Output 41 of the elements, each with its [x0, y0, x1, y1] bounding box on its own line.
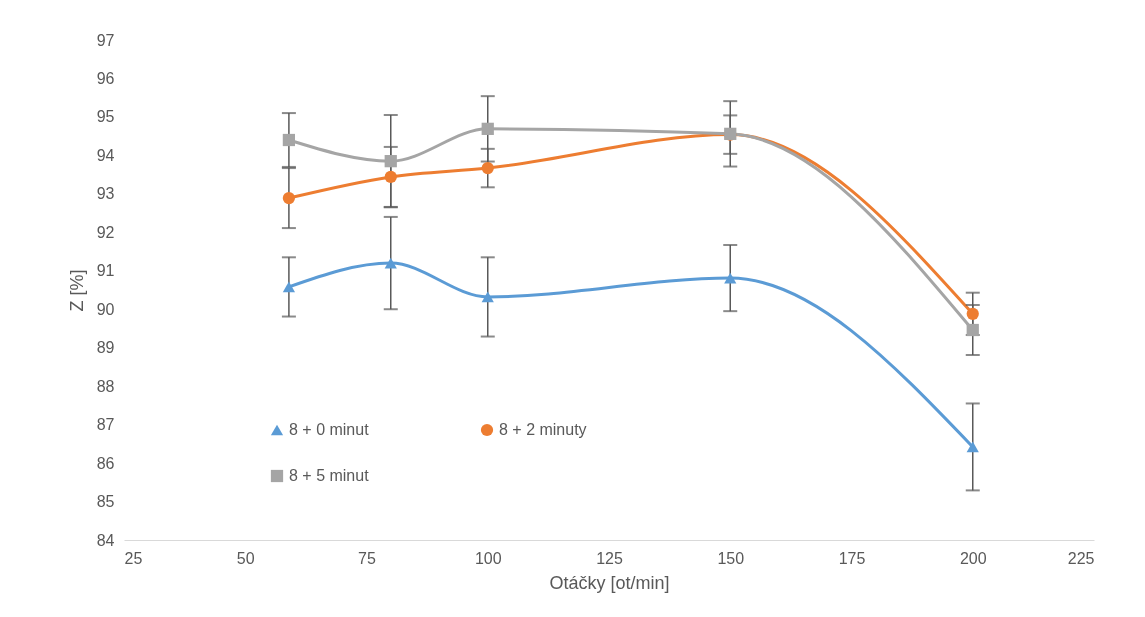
- x-tick-label: 150: [717, 549, 745, 567]
- y-tick-label: 92: [96, 223, 115, 241]
- point: [384, 170, 397, 184]
- x-tick-label: 75: [358, 549, 376, 567]
- y-tick-label: 93: [96, 185, 115, 203]
- x-axis-title: Otáčky [ot/min]: [549, 572, 670, 593]
- point: [481, 122, 494, 135]
- x-tick-label: 50: [236, 549, 255, 567]
- point: [282, 281, 296, 293]
- point: [282, 133, 296, 147]
- y-tick-label: 97: [96, 31, 115, 49]
- x-tick-label: 25: [124, 549, 143, 567]
- y-tick-label: 87: [96, 416, 115, 434]
- legend-label: 8 + 5 minut: [289, 467, 370, 484]
- y-tick-label: 95: [96, 108, 115, 126]
- x-tick-label: 125: [596, 549, 623, 567]
- point: [384, 257, 397, 269]
- y-axis-title: Z [%]: [66, 269, 87, 312]
- legend-label: 8 + 2 minuty: [499, 421, 587, 438]
- y-tick-label: 88: [96, 377, 115, 395]
- x-tick-label: 100: [474, 549, 502, 567]
- y-tick-label: 96: [96, 69, 115, 87]
- point: [481, 291, 494, 303]
- x-tick-label: 175: [838, 549, 866, 567]
- point: [724, 272, 737, 284]
- y-tick-label: 86: [96, 454, 115, 472]
- y-tick-label: 91: [96, 262, 115, 280]
- point: [282, 191, 296, 205]
- y-tick-label: 90: [96, 300, 115, 318]
- y-tick-label: 89: [96, 339, 115, 357]
- y-tick-label: 84: [96, 531, 115, 549]
- y-tick-label: 94: [96, 146, 115, 164]
- point: [966, 307, 979, 320]
- point: [481, 161, 494, 175]
- point: [966, 323, 979, 337]
- x-tick-label: 225: [1067, 549, 1095, 567]
- legend-label: 8 + 0 minut: [289, 421, 370, 438]
- point: [384, 155, 397, 168]
- x-tick-label: 200: [959, 549, 987, 567]
- point: [966, 441, 979, 453]
- y-tick-label: 85: [96, 493, 115, 511]
